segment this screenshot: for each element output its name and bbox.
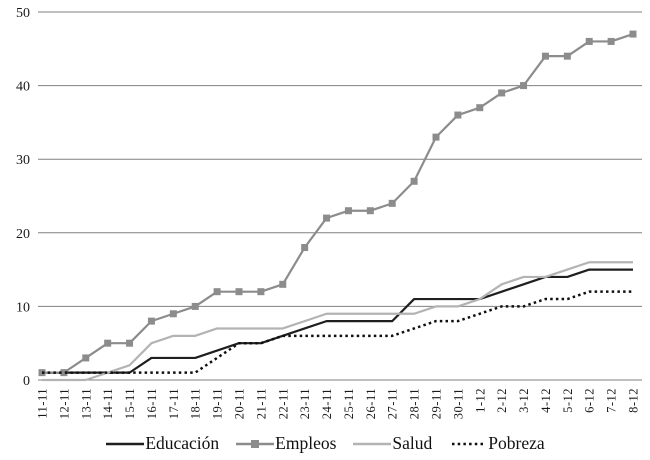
series-marker-empleos [607,37,615,45]
series-line-pobreza [42,290,633,374]
legend-item-educacion: Educación [105,435,219,453]
legend-label-pobreza: Pobreza [488,433,545,454]
x-axis-tick-label: 17-11 [167,388,181,419]
x-axis-tick-label: 7-12 [605,388,619,413]
x-axis-tick-label: 12-11 [57,388,71,419]
x-axis-tick-label: 18-11 [189,388,203,419]
x-axis-tick-label: 29-11 [430,388,444,419]
legend-item-empleos: Empleos [235,435,336,453]
x-axis-tick-label: 26-11 [364,388,378,419]
series-marker-empleos [520,82,528,90]
series-marker-empleos [432,133,440,141]
x-axis-tick-label: 3-12 [517,388,531,413]
x-axis-tick-label: 15-11 [123,388,137,419]
x-axis-tick-label: 4-12 [539,388,553,413]
y-axis-tick-label: 50 [16,6,30,21]
series-line-educacion [42,268,633,374]
legend-label-empleos: Empleos [275,433,337,454]
x-axis-tick-label: 22-11 [276,388,290,419]
legend-line-icon-educacion [106,442,145,446]
x-axis-tick-label: 25-11 [342,388,356,419]
series-marker-empleos [147,317,155,325]
x-axis-tick-label: 6-12 [583,388,597,413]
chart-legend: Educación Empleos Salud Pobreza [0,430,650,458]
y-axis-tick-label: 0 [23,374,30,389]
legend-line-icon-empleos [236,440,275,448]
series-marker-empleos [60,369,68,377]
series-marker-empleos [323,214,331,222]
series-marker-empleos [476,104,484,112]
x-axis-tick-label: 30-11 [451,388,465,419]
series-marker-empleos [410,177,418,185]
series-line-empleos [42,33,634,374]
series-marker-empleos [388,199,396,207]
x-axis-tick-label: 19-11 [211,388,225,419]
series-marker-empleos [454,111,462,119]
x-axis-tick-label: 27-11 [386,388,400,419]
series-marker-empleos [104,339,112,347]
x-axis-tick-label: 2-12 [495,388,509,413]
plot-area: 0 10 20 30 40 50 11-11 12-11 13-11 14-11 15-11 16-1… [16,6,642,419]
legend-item-salud: Salud [352,435,432,453]
legend-label-educacion: Educación [145,433,220,454]
x-axis-tick-label: 23-11 [298,388,312,419]
series-marker-empleos [191,302,199,310]
series-marker-empleos [82,354,90,362]
y-axis-tick-label: 20 [16,227,30,242]
x-axis-tick-label: 20-11 [233,388,247,419]
series-marker-empleos [585,37,593,45]
series-marker-empleos [279,280,287,288]
series-marker-empleos [541,52,549,60]
x-axis-tick-label: 16-11 [145,388,159,419]
y-axis-tick-label: 30 [16,153,30,168]
legend-line-icon-pobreza [452,442,485,446]
x-axis-tick-label: 21-11 [254,388,268,419]
series-marker-empleos [235,288,243,296]
series-marker-empleos [498,89,506,97]
x-axis-tick-label: 14-11 [101,388,115,419]
legend-label-salud: Salud [392,433,433,454]
x-axis-tick-label: 5-12 [561,388,575,413]
x-axis-tick-label: 11-11 [36,388,50,419]
series-marker-empleos [563,52,571,60]
series-marker-empleos [344,207,352,215]
series-marker-empleos [629,30,637,38]
series-marker-empleos [126,339,134,347]
series-line-salud [42,261,633,382]
y-axis-tick-label: 40 [16,80,30,95]
x-axis-tick-label: 8-12 [627,388,641,413]
series-marker-empleos [257,288,265,296]
legend-item-pobreza: Pobreza [448,433,545,454]
x-axis-tick-label: 28-11 [408,388,422,419]
x-axis-tick-label: 24-11 [320,388,334,419]
x-axis-tick-label: 1-12 [473,388,487,413]
legend-line-icon-salud [353,442,392,446]
y-axis-tick-label: 10 [16,300,30,315]
series-marker-empleos [169,310,177,318]
series-marker-empleos [301,244,309,252]
x-axis-tick-label: 13-11 [79,388,93,419]
series-marker-empleos [366,207,374,215]
series-marker-empleos [213,288,221,296]
